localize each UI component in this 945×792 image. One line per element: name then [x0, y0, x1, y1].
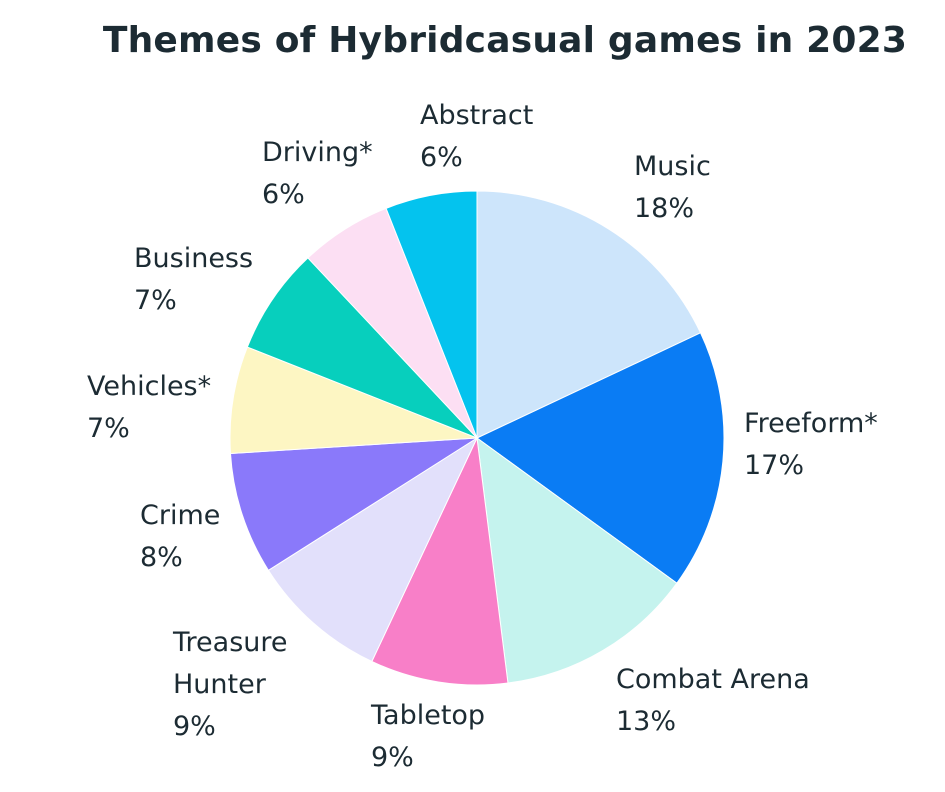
- pie-slice-business: [246, 257, 478, 439]
- pie-slice-freeform: [476, 332, 725, 584]
- chart-title: Themes of Hybridcasual games in 2023: [102, 20, 908, 61]
- slice-label-music: Music 18%: [634, 151, 711, 224]
- pie-slice-abstract: [385, 190, 478, 439]
- slice-label-freeform: Freeform* 17%: [744, 408, 878, 481]
- pie-slice-combat-arena: [476, 436, 678, 684]
- pie-slice-music: [476, 190, 702, 439]
- slice-label-driving: Driving* 6%: [262, 137, 373, 210]
- slice-label-crime: Crime 8%: [140, 500, 221, 573]
- slice-label-business: Business 7%: [134, 243, 254, 316]
- pie-slice-crime: [229, 437, 478, 572]
- pie-slice-tabletop: [371, 436, 509, 686]
- slice-label-tabletop: Tabletop 9%: [371, 700, 486, 773]
- slice-label-combat-arena: Combat Arena 13%: [616, 664, 810, 737]
- slice-label-abstract: Abstract 6%: [420, 100, 534, 173]
- slice-label-vehicles: Vehicles* 7%: [87, 371, 212, 444]
- pie-slice-treasure-hunter: [267, 436, 479, 663]
- pie-slice-vehicles: [229, 346, 478, 455]
- slice-label-treasure-hunter: Treasure Hunter 9%: [173, 627, 288, 742]
